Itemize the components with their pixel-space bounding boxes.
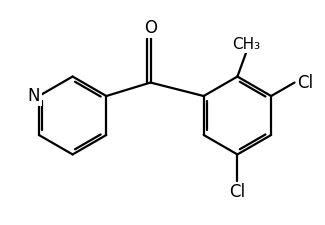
Text: CH₃: CH₃ [233, 37, 261, 52]
Text: N: N [28, 87, 40, 105]
Text: Cl: Cl [229, 183, 245, 201]
Text: O: O [144, 19, 157, 37]
Text: Cl: Cl [297, 74, 313, 92]
